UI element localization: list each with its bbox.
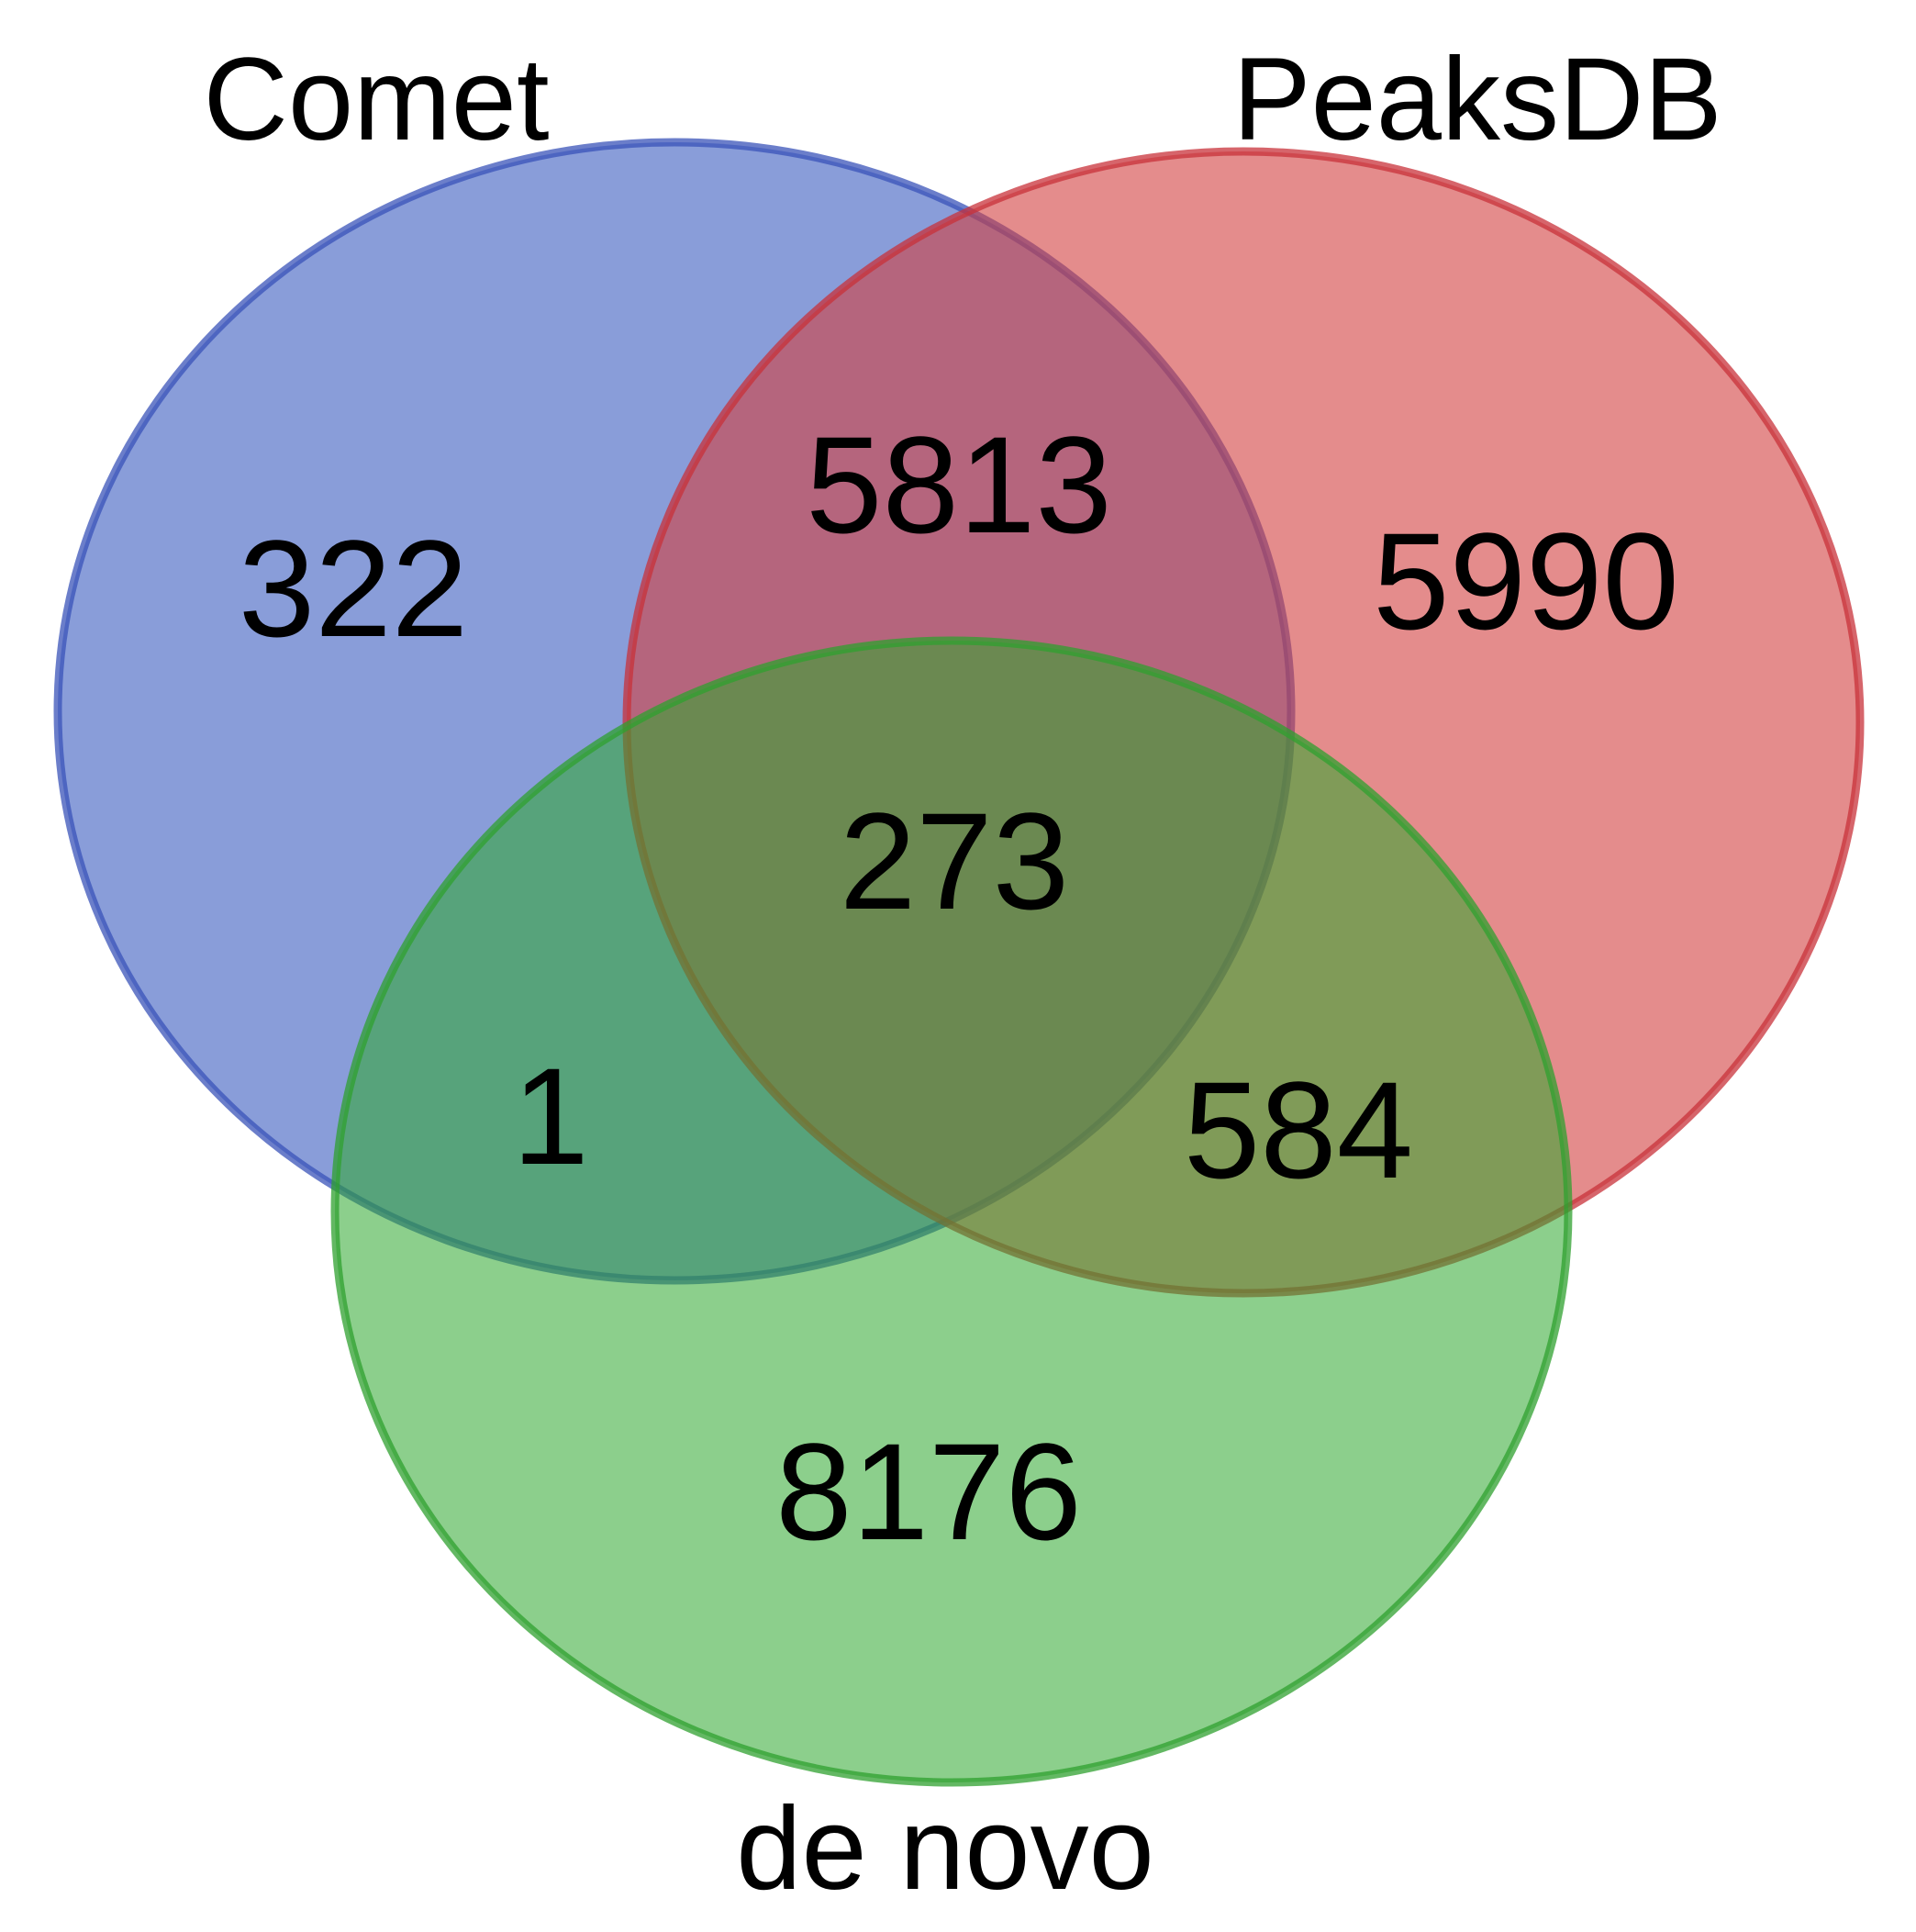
count-denovo-only: 8176 [775, 1414, 1082, 1569]
set-label-denovo: de novo [736, 1783, 1154, 1915]
count-peaksdb-only: 5990 [1373, 504, 1679, 658]
count-all-three: 273 [840, 784, 1069, 938]
count-comet-only: 322 [239, 511, 468, 665]
count-peaksdb-denovo: 584 [1184, 1053, 1413, 1207]
count-comet-peaksdb: 5813 [806, 408, 1112, 562]
set-label-peaksdb: PeaksDB [1232, 34, 1722, 165]
set-denovo-ellipse [330, 636, 1573, 1787]
set-label-comet: Comet [204, 34, 550, 165]
count-comet-denovo: 1 [512, 1039, 588, 1193]
